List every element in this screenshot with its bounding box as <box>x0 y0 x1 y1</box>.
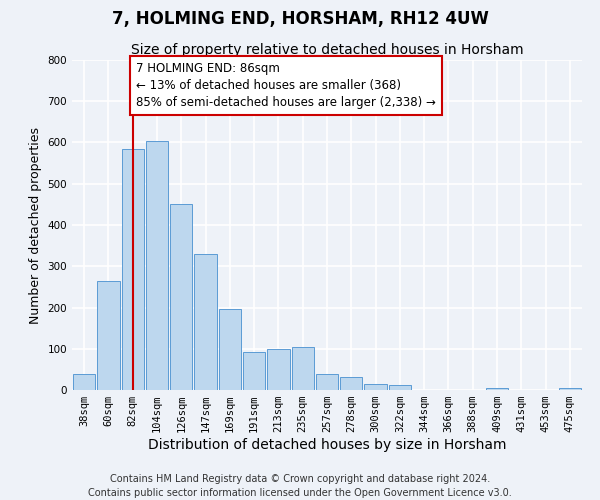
Bar <box>292 347 314 390</box>
Bar <box>340 377 362 390</box>
Y-axis label: Number of detached properties: Number of detached properties <box>29 126 42 324</box>
Text: 7 HOLMING END: 86sqm
← 13% of detached houses are smaller (368)
85% of semi-deta: 7 HOLMING END: 86sqm ← 13% of detached h… <box>136 62 436 109</box>
Bar <box>146 142 168 390</box>
Bar <box>364 384 387 390</box>
Bar <box>267 349 290 390</box>
Bar <box>194 254 217 390</box>
X-axis label: Distribution of detached houses by size in Horsham: Distribution of detached houses by size … <box>148 438 506 452</box>
Bar <box>486 388 508 390</box>
Bar <box>559 388 581 390</box>
Text: 7, HOLMING END, HORSHAM, RH12 4UW: 7, HOLMING END, HORSHAM, RH12 4UW <box>112 10 488 28</box>
Bar <box>122 148 144 390</box>
Bar <box>73 374 95 390</box>
Bar <box>316 374 338 390</box>
Bar <box>218 309 241 390</box>
Bar <box>243 352 265 390</box>
Text: Contains HM Land Registry data © Crown copyright and database right 2024.
Contai: Contains HM Land Registry data © Crown c… <box>88 474 512 498</box>
Bar <box>170 204 193 390</box>
Bar <box>389 385 411 390</box>
Title: Size of property relative to detached houses in Horsham: Size of property relative to detached ho… <box>131 44 523 58</box>
Bar <box>97 280 119 390</box>
